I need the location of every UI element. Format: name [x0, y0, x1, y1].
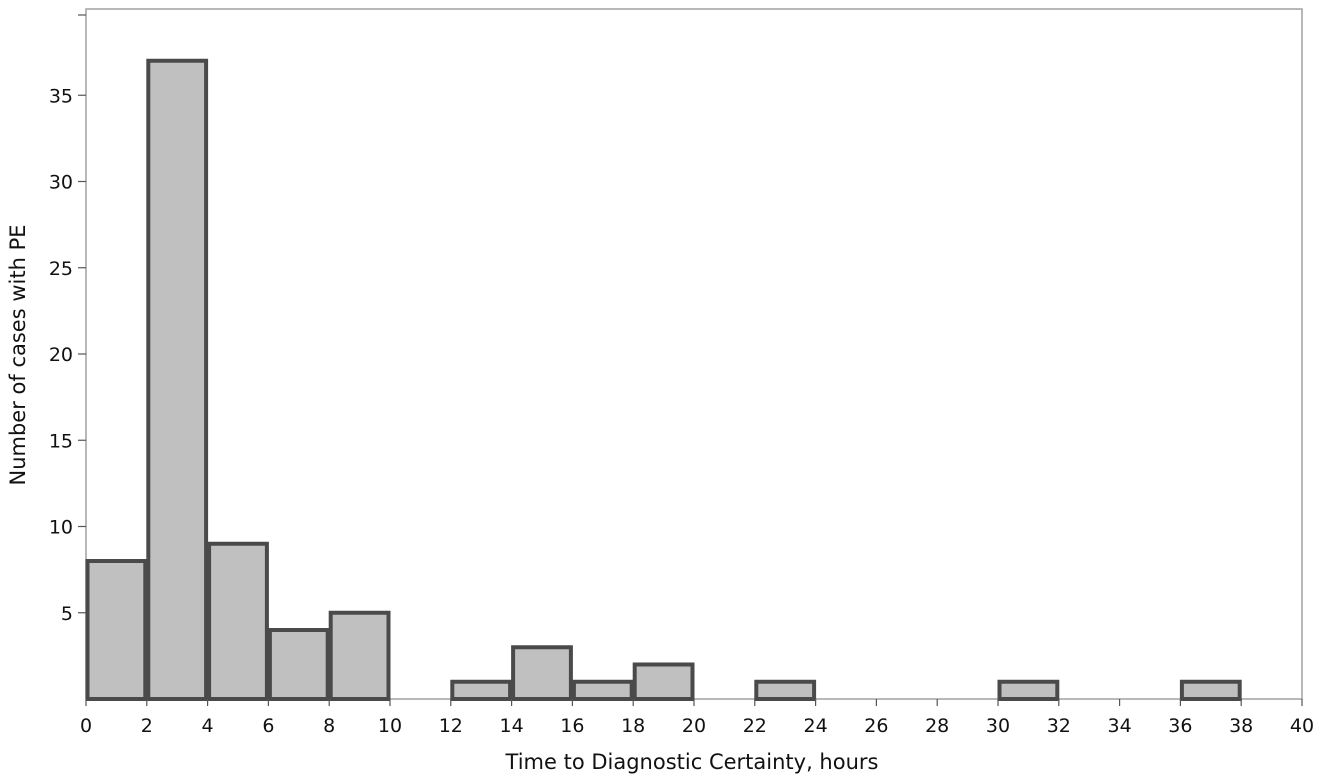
- y-axis-title: Number of cases with PE: [6, 224, 30, 485]
- x-tick-label: 40: [1290, 715, 1314, 737]
- x-tick-label: 20: [682, 715, 706, 737]
- x-tick-label: 32: [1047, 715, 1071, 737]
- histogram-bar: [146, 58, 209, 701]
- y-tick-label: 10: [49, 517, 73, 539]
- x-tick-label: 26: [864, 715, 888, 737]
- x-axis-title: Time to Diagnostic Certainty, hours: [505, 750, 879, 774]
- histogram-bar: [997, 679, 1060, 701]
- histogram-bar: [1179, 679, 1242, 701]
- x-tick-label: 0: [80, 715, 92, 737]
- y-tick-label: 25: [49, 258, 73, 280]
- x-tick-label: 38: [1229, 715, 1253, 737]
- x-tick-label: 18: [621, 715, 645, 737]
- y-tick-label: 20: [49, 344, 73, 366]
- y-tick-label: 5: [61, 603, 73, 625]
- histogram-bar: [85, 559, 148, 701]
- x-tick-label: 36: [1168, 715, 1192, 737]
- histogram-bar: [267, 628, 330, 701]
- x-tick-label: 14: [500, 715, 524, 737]
- x-tick-label: 2: [141, 715, 153, 737]
- y-axis: 5 10 15 20 25 30 35: [49, 14, 86, 625]
- histogram-bar: [328, 610, 391, 701]
- x-tick-label: 22: [743, 715, 767, 737]
- y-tick-label: 15: [49, 430, 73, 452]
- y-tick-label: 30: [49, 172, 73, 194]
- x-tick-label: 34: [1108, 715, 1132, 737]
- x-tick-label: 10: [378, 715, 402, 737]
- plot-frame: [85, 8, 1303, 700]
- histogram-bar: [754, 679, 817, 701]
- histogram-bar: [450, 679, 513, 701]
- x-tick-label: 4: [202, 715, 214, 737]
- x-tick-label: 24: [804, 715, 828, 737]
- histogram-bar: [571, 679, 634, 701]
- histogram-bar: [207, 541, 269, 701]
- histogram-bar: [511, 645, 573, 701]
- x-tick-label: 6: [262, 715, 274, 737]
- x-tick-label: 30: [986, 715, 1010, 737]
- x-tick-label: 28: [925, 715, 949, 737]
- x-tick-label: 12: [439, 715, 463, 737]
- y-tick-label: 35: [49, 85, 73, 107]
- x-tick-label: 8: [323, 715, 335, 737]
- x-tick-label: 16: [560, 715, 584, 737]
- histogram-bar: [632, 662, 695, 701]
- x-axis: 0 2 4 6 8 10 12 14 16 18 20 22 24 26 28 30 32 34 36 38 40: [80, 699, 1314, 737]
- bars-group: [85, 58, 1242, 701]
